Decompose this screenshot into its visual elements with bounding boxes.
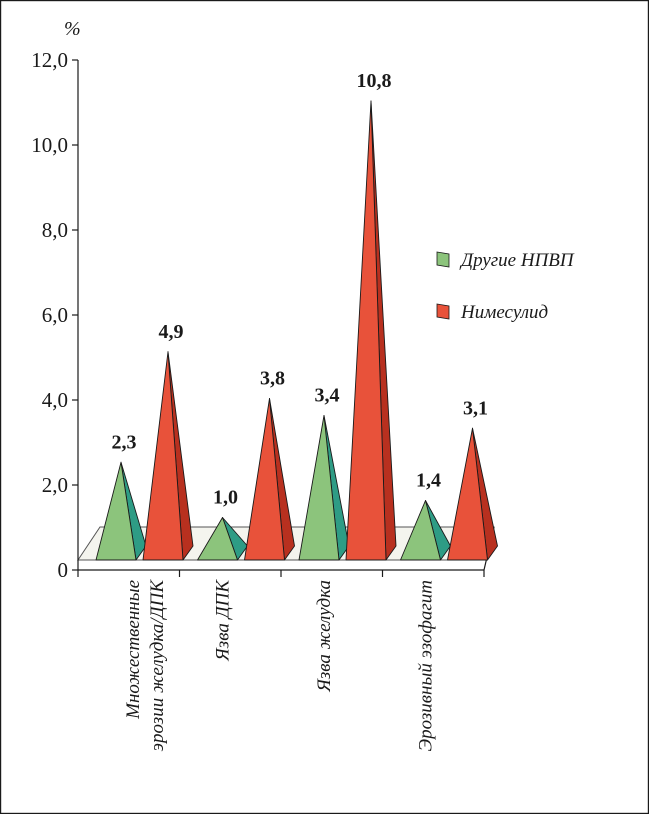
x-axis-ticks <box>77 570 485 577</box>
data-label: 1,0 <box>213 487 238 509</box>
y-axis-ticks: 0 2,0 4,0 6,0 8,0 10,0 12,0 <box>31 48 78 582</box>
pyramid-front-face <box>142 351 184 561</box>
data-label: 10,8 <box>357 70 392 92</box>
data-label: 2,3 <box>112 431 137 453</box>
category-label-line: эрозии желудка/ДПК <box>147 579 168 752</box>
y-tick-label: 2,0 <box>42 473 68 497</box>
y-unit-label: % <box>64 18 81 40</box>
pyramid-front-face <box>447 427 488 561</box>
category-label: Эрозивный эзофагит <box>415 580 436 751</box>
legend-label: Другие НПВП <box>459 250 575 271</box>
legend-swatch <box>436 251 450 268</box>
category-label-line: Язва желудка <box>314 580 335 693</box>
legend-label: Нимесулид <box>460 302 548 323</box>
category-labels: Множественные эрозии желудка/ДПК Язва ДПК Я… <box>123 579 437 752</box>
y-tick-label: 4,0 <box>42 388 68 412</box>
category-label-line: Множественные <box>123 580 144 720</box>
data-label: 4,9 <box>159 321 184 343</box>
y-tick-label: 6,0 <box>42 303 68 327</box>
pyramid-front-face <box>345 100 387 561</box>
pyramid-front-face <box>244 398 285 561</box>
data-label: 3,1 <box>463 397 488 419</box>
data-label: 3,4 <box>315 385 340 407</box>
pyramid-marks <box>95 100 498 561</box>
legend-swatch <box>436 303 450 320</box>
y-tick-label: 10,0 <box>31 133 68 157</box>
pyramid-front-face <box>95 461 137 561</box>
pyramid-front-face <box>197 517 238 561</box>
category-label: Язва желудка <box>314 580 335 693</box>
pyramid-front-face <box>400 500 441 561</box>
y-tick-label: 8,0 <box>42 218 68 242</box>
category-label: Множественные эрозии желудка/ДПК <box>123 579 168 752</box>
category-label-line: Язва ДПК <box>212 579 233 662</box>
data-label: 1,4 <box>416 470 441 492</box>
data-labels: 2,3 4,9 1,0 3,8 3,4 10,8 1,4 3,1 <box>112 70 489 509</box>
category-label-line: Эрозивный эзофагит <box>415 580 436 751</box>
category-label: Язва ДПК <box>212 579 233 662</box>
pyramid-front-face <box>298 415 340 561</box>
data-label: 3,8 <box>260 368 285 390</box>
y-tick-label: 12,0 <box>31 48 68 72</box>
y-tick-label: 0 <box>58 558 69 582</box>
legend: Другие НПВП Нимесулид <box>436 250 575 323</box>
